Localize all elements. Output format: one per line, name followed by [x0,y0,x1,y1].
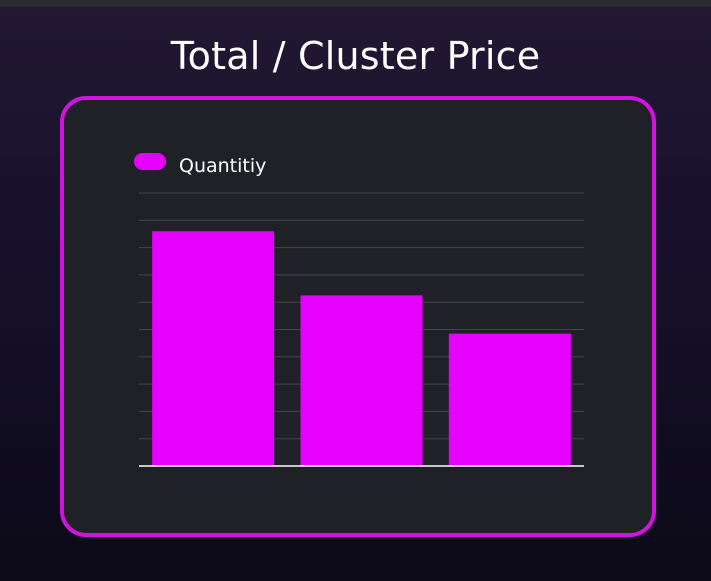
bars [152,231,571,466]
bar-2 [300,295,423,466]
legend-swatch [134,153,166,170]
legend: Quantitiy [134,153,266,177]
top-strip [0,0,711,7]
legend-label: Quantitiy [179,155,266,177]
bar-1 [152,231,275,466]
bar-3 [448,333,571,466]
page-title: Total / Cluster Price [170,34,541,78]
